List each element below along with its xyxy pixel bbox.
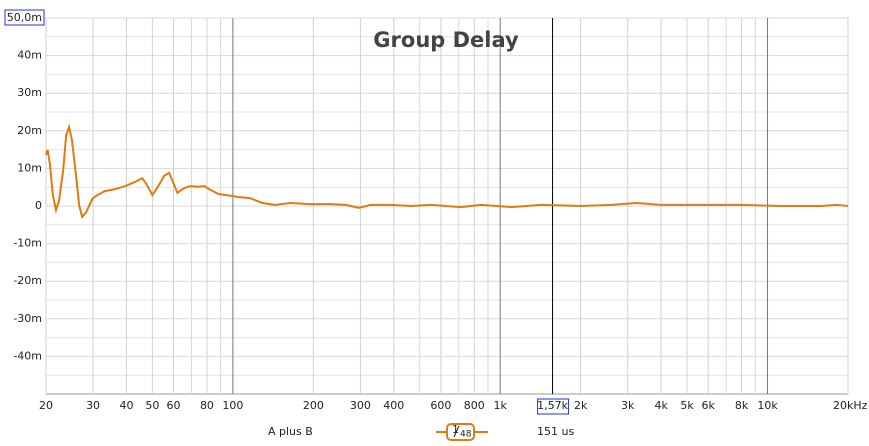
y-tick-label: 20m bbox=[17, 124, 42, 137]
x-tick-label: 400 bbox=[383, 399, 404, 412]
x-tick-label: 300 bbox=[350, 399, 371, 412]
chart-title: Group Delay bbox=[373, 28, 519, 52]
x-tick-label: 20kHz bbox=[833, 399, 868, 412]
y-tick-box bbox=[4, 9, 45, 26]
x-tick-label: 60 bbox=[167, 399, 181, 412]
x-tick-label: 40 bbox=[119, 399, 133, 412]
y-tick-label: 10m bbox=[17, 161, 42, 174]
readout: 151 us bbox=[537, 425, 574, 438]
x-tick-label: 3k bbox=[621, 399, 635, 412]
x-tick-label: 20 bbox=[39, 399, 53, 412]
y-tick-label: -10m bbox=[13, 237, 42, 250]
x-tick-label: 4k bbox=[654, 399, 668, 412]
series-line bbox=[45, 123, 849, 220]
smoothing-numerator: 1 bbox=[452, 423, 459, 436]
smoothing-denominator: 48 bbox=[460, 430, 472, 440]
x-tick-label: 30 bbox=[86, 399, 100, 412]
x-tick-label: 100 bbox=[222, 399, 243, 412]
y-tick-label: -40m bbox=[13, 349, 42, 362]
x-tick-label: 50 bbox=[145, 399, 159, 412]
x-tick-label: 600 bbox=[430, 399, 451, 412]
x-tick-label: 6k bbox=[702, 399, 716, 412]
y-tick-label: 40m bbox=[17, 49, 42, 62]
x-tick-label: 1k bbox=[494, 399, 508, 412]
smoothing-slash bbox=[453, 425, 460, 438]
y-tick-label: 50,0m bbox=[7, 11, 42, 24]
x-tick-label: 2k bbox=[574, 399, 588, 412]
x-tick-label: 200 bbox=[303, 399, 324, 412]
y-tick-label: -30m bbox=[13, 312, 42, 325]
x-tick-label: 10k bbox=[757, 399, 778, 412]
legend-label: A plus B bbox=[268, 425, 313, 438]
cursor-box bbox=[537, 398, 570, 415]
x-tick-label: 5k bbox=[680, 399, 694, 412]
grid bbox=[45, 17, 849, 394]
y-tick-label: 30m bbox=[17, 86, 42, 99]
x-tick-label: 800 bbox=[464, 399, 485, 412]
y-tick-label: -20m bbox=[13, 274, 42, 287]
cursor-label: 1,57k bbox=[537, 399, 568, 412]
x-tick-label: 8k bbox=[735, 399, 749, 412]
x-tick-label: 80 bbox=[200, 399, 214, 412]
y-tick-label: 0 bbox=[35, 199, 42, 212]
smoothing-box bbox=[446, 423, 475, 441]
